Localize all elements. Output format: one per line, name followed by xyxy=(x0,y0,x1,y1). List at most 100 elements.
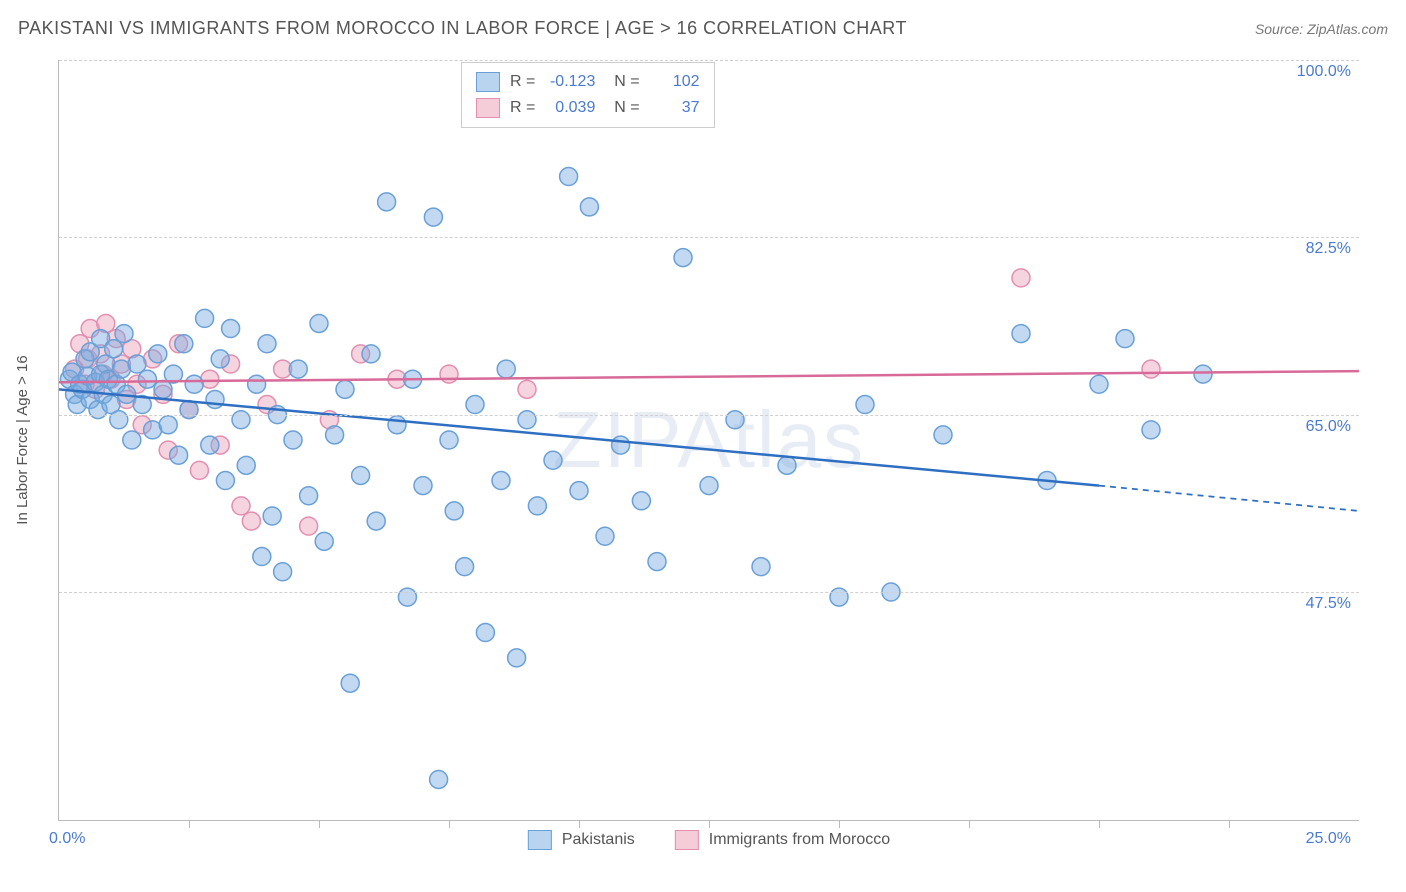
scatter-point-pakistanis xyxy=(315,532,333,550)
scatter-point-pakistanis xyxy=(752,558,770,576)
scatter-point-pakistanis xyxy=(560,168,578,186)
scatter-point-morocco xyxy=(518,380,536,398)
scatter-point-pakistanis xyxy=(326,426,344,444)
scatter-point-pakistanis xyxy=(508,649,526,667)
x-tick xyxy=(1099,820,1100,828)
scatter-point-pakistanis xyxy=(596,527,614,545)
scatter-point-morocco xyxy=(1012,269,1030,287)
grid-line xyxy=(59,592,1359,593)
scatter-point-pakistanis xyxy=(253,548,271,566)
stats-row-morocco: R = 0.039 N = 37 xyxy=(476,95,700,121)
scatter-point-pakistanis xyxy=(1142,421,1160,439)
x-tick xyxy=(189,820,190,828)
legend-swatch-morocco xyxy=(675,830,699,850)
stats-legend-box: R = -0.123 N = 102 R = 0.039 N = 37 xyxy=(461,62,715,128)
scatter-point-pakistanis xyxy=(726,411,744,429)
scatter-point-pakistanis xyxy=(466,396,484,414)
grid-line xyxy=(59,237,1359,238)
scatter-point-pakistanis xyxy=(612,436,630,454)
x-tick xyxy=(449,820,450,828)
swatch-morocco xyxy=(476,98,500,118)
chart-plot-area: ZIPAtlas R = -0.123 N = 102 R = 0.039 N … xyxy=(58,60,1359,821)
scatter-point-pakistanis xyxy=(570,482,588,500)
legend-label-morocco: Immigrants from Morocco xyxy=(709,831,890,849)
legend-label-pakistanis: Pakistanis xyxy=(562,831,635,849)
scatter-point-pakistanis xyxy=(216,472,234,490)
scatter-point-pakistanis xyxy=(211,350,229,368)
scatter-point-pakistanis xyxy=(232,411,250,429)
x-tick xyxy=(709,820,710,828)
legend-swatch-pakistanis xyxy=(528,830,552,850)
n-value-pakistanis: 102 xyxy=(650,69,700,95)
scatter-point-pakistanis xyxy=(440,431,458,449)
scatter-plot-svg xyxy=(59,60,1359,820)
scatter-point-pakistanis xyxy=(352,466,370,484)
scatter-point-morocco xyxy=(190,461,208,479)
source-label: Source: ZipAtlas.com xyxy=(1255,21,1388,37)
scatter-point-pakistanis xyxy=(341,674,359,692)
scatter-point-pakistanis xyxy=(456,558,474,576)
scatter-point-pakistanis xyxy=(310,314,328,332)
r-value-pakistanis: -0.123 xyxy=(545,69,595,95)
scatter-point-pakistanis xyxy=(196,309,214,327)
scatter-point-morocco xyxy=(242,512,260,530)
n-value-morocco: 37 xyxy=(650,95,700,121)
scatter-point-pakistanis xyxy=(778,456,796,474)
scatter-point-pakistanis xyxy=(128,355,146,373)
y-tick-label: 100.0% xyxy=(1297,63,1351,81)
stats-row-pakistanis: R = -0.123 N = 102 xyxy=(476,69,700,95)
x-tick xyxy=(969,820,970,828)
x-tick xyxy=(1229,820,1230,828)
scatter-point-morocco xyxy=(440,365,458,383)
scatter-point-pakistanis xyxy=(170,446,188,464)
scatter-point-pakistanis xyxy=(105,340,123,358)
scatter-point-pakistanis xyxy=(378,193,396,211)
swatch-pakistanis xyxy=(476,72,500,92)
scatter-point-pakistanis xyxy=(115,325,133,343)
source-name: ZipAtlas.com xyxy=(1307,21,1388,37)
bottom-legend: Pakistanis Immigrants from Morocco xyxy=(528,830,890,850)
scatter-point-pakistanis xyxy=(580,198,598,216)
x-axis-min-label: 0.0% xyxy=(49,830,85,848)
scatter-point-pakistanis xyxy=(830,588,848,606)
scatter-point-pakistanis xyxy=(274,563,292,581)
scatter-point-pakistanis xyxy=(492,472,510,490)
scatter-point-pakistanis xyxy=(445,502,463,520)
scatter-point-pakistanis xyxy=(284,431,302,449)
scatter-point-pakistanis xyxy=(424,208,442,226)
legend-item-pakistanis: Pakistanis xyxy=(528,830,635,850)
x-tick xyxy=(839,820,840,828)
scatter-point-pakistanis xyxy=(1090,375,1108,393)
x-tick xyxy=(579,820,580,828)
scatter-point-pakistanis xyxy=(856,396,874,414)
scatter-point-pakistanis xyxy=(934,426,952,444)
y-tick-label: 82.5% xyxy=(1306,240,1351,258)
chart-title: PAKISTANI VS IMMIGRANTS FROM MOROCCO IN … xyxy=(18,18,907,39)
scatter-point-pakistanis xyxy=(289,360,307,378)
scatter-point-pakistanis xyxy=(110,411,128,429)
scatter-point-pakistanis xyxy=(258,335,276,353)
scatter-point-pakistanis xyxy=(518,411,536,429)
scatter-point-pakistanis xyxy=(362,345,380,363)
scatter-point-pakistanis xyxy=(674,249,692,267)
scatter-point-pakistanis xyxy=(206,390,224,408)
scatter-point-pakistanis xyxy=(180,401,198,419)
scatter-point-pakistanis xyxy=(123,431,141,449)
scatter-point-pakistanis xyxy=(1194,365,1212,383)
grid-line xyxy=(59,415,1359,416)
scatter-point-pakistanis xyxy=(528,497,546,515)
scatter-point-pakistanis xyxy=(154,380,172,398)
x-tick xyxy=(319,820,320,828)
scatter-point-pakistanis xyxy=(430,770,448,788)
y-tick-label: 65.0% xyxy=(1306,418,1351,436)
scatter-point-pakistanis xyxy=(1012,325,1030,343)
y-axis-label: In Labor Force | Age > 16 xyxy=(14,355,31,524)
trend-line-dashed-pakistanis xyxy=(1099,486,1359,511)
scatter-point-pakistanis xyxy=(336,380,354,398)
scatter-point-pakistanis xyxy=(263,507,281,525)
scatter-point-pakistanis xyxy=(497,360,515,378)
x-axis-max-label: 25.0% xyxy=(1306,830,1351,848)
y-tick-label: 47.5% xyxy=(1306,595,1351,613)
scatter-point-pakistanis xyxy=(138,370,156,388)
scatter-point-pakistanis xyxy=(222,320,240,338)
